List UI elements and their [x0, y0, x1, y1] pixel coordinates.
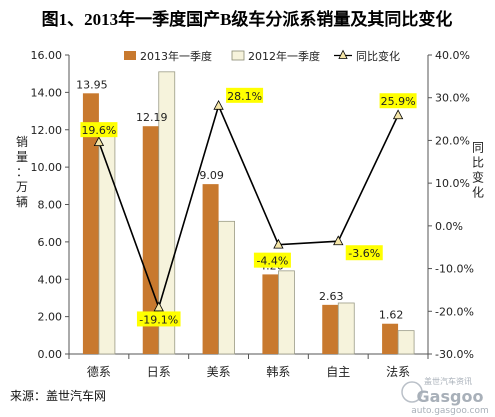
bar-value-label: 1.62 [379, 309, 404, 322]
y-left-tick-label: 2.00 [38, 311, 63, 324]
yoy-line [93, 99, 404, 312]
bar-value-label: 12.19 [136, 111, 168, 124]
y-left-tick-label: 4.00 [38, 273, 63, 286]
y-left-tick-label: 6.00 [38, 236, 63, 249]
bar-2012 [158, 71, 176, 355]
yoy-line-path [98, 103, 399, 310]
y-right-tick-label: 40.0% [435, 49, 470, 62]
watermark-line2: Gasgoo [417, 387, 484, 406]
yoy-value-label: -3.6% [348, 247, 380, 260]
yoy-point-marker [273, 238, 284, 249]
legend-label-yoy: 同比变化 [356, 49, 400, 63]
bar-value-label: 2.63 [319, 290, 344, 303]
y-left-tick-label: 8.00 [38, 199, 63, 212]
x-tick-label: 美系 [207, 365, 231, 379]
yoy-label-highlight [379, 93, 417, 109]
yoy-value-label: 25.9% [381, 95, 416, 108]
bar-2013 [82, 93, 99, 354]
x-tick-label: 韩系 [266, 364, 290, 379]
bar-2012 [278, 270, 295, 355]
y-left-tick-label: 16.00 [31, 49, 63, 62]
yoy-label-highlight [80, 122, 118, 138]
y-left-tick-label: 12.00 [31, 124, 63, 137]
legend-marker-yoy [338, 49, 348, 59]
x-tick-label: 日系 [147, 365, 171, 379]
y-right-tick-label: 30.0% [435, 92, 470, 105]
bars [82, 71, 415, 355]
legend-label-2013: 2013年一季度 [140, 49, 212, 63]
y-left-tick-label: 10.00 [31, 161, 63, 174]
y-axis-left-title: 销量：万辆 [16, 135, 28, 209]
watermark-swirl-icon [401, 381, 423, 403]
yoy-value-label: 19.6% [81, 124, 116, 137]
legend-label-2012: 2012年一季度 [248, 49, 320, 63]
yoy-label-highlight [345, 245, 383, 261]
y-left-tick-label: 14.00 [31, 86, 63, 99]
legend: 2013年一季度 2012年一季度 同比变化 [124, 49, 400, 63]
legend-swatch-2013 [124, 51, 136, 60]
bar-2013 [262, 274, 279, 354]
yoy-label-highlight [136, 311, 181, 327]
bar-2012 [218, 220, 235, 355]
bar-value-label: 9.09 [199, 169, 224, 182]
yoy-point-marker [213, 99, 224, 110]
yoy-value-label: 28.1% [227, 90, 262, 103]
bar-2013 [202, 184, 219, 354]
yoy-value-label: -4.4% [256, 255, 288, 268]
bar-2012 [98, 134, 116, 355]
yoy-point-marker [333, 235, 344, 246]
yoy-label-highlight [253, 252, 291, 268]
y-right-tick-label: 20.0% [435, 134, 470, 147]
bar-2013 [382, 323, 399, 354]
bar-2012 [397, 330, 415, 355]
source-note: 来源：盖世汽车网 [10, 388, 106, 403]
y-right-tick-label: 0.0% [435, 220, 463, 233]
x-tick-label: 法系 [386, 365, 410, 379]
y-right-tick-label: 10.0% [435, 177, 470, 190]
x-tick-label: 自主 [326, 365, 350, 379]
bar-value-label: 13.95 [76, 78, 108, 91]
y-right-tick-label: -20.0% [435, 305, 474, 318]
y-axis-left-label: 销量：万辆 [16, 135, 28, 209]
watermark-line3: auto.gasgoo.com [411, 406, 489, 416]
gasgoo-watermark: 盖世汽车资讯 Gasgoo auto.gasgoo.com [401, 376, 489, 416]
legend-swatch-2012 [231, 50, 245, 61]
bar-2013 [322, 304, 339, 354]
yoy-label-highlight [226, 87, 264, 103]
x-tick-label: 德系 [87, 364, 111, 379]
yoy-point-marker [153, 301, 164, 312]
y-axis-right-label: 同比变化 [472, 141, 484, 200]
watermark-line1: 盖世汽车资讯 [424, 376, 472, 386]
y-right-tick-label: -10.0% [435, 263, 474, 276]
y-right-tick-label: -30.0% [435, 348, 474, 361]
yoy-value-label: -19.1% [139, 313, 178, 326]
axes: 0.00 2.00 4.00 6.00 8.00 10.00 12.00 14.00 16.00… [31, 49, 474, 379]
yoy-point-marker [392, 109, 404, 120]
bar-2012 [337, 302, 355, 355]
chart-title: 图1、2013年一季度国产B级车分派系销量及其同比变化 [42, 9, 453, 29]
y-left-tick-label: 0.00 [38, 348, 63, 361]
data-labels: 13.9512.199.094.262.631.6219.6%-19.1%28.… [76, 78, 417, 327]
y-axis-right-title: 同比变化 [472, 141, 484, 200]
yoy-point-marker [93, 136, 105, 147]
